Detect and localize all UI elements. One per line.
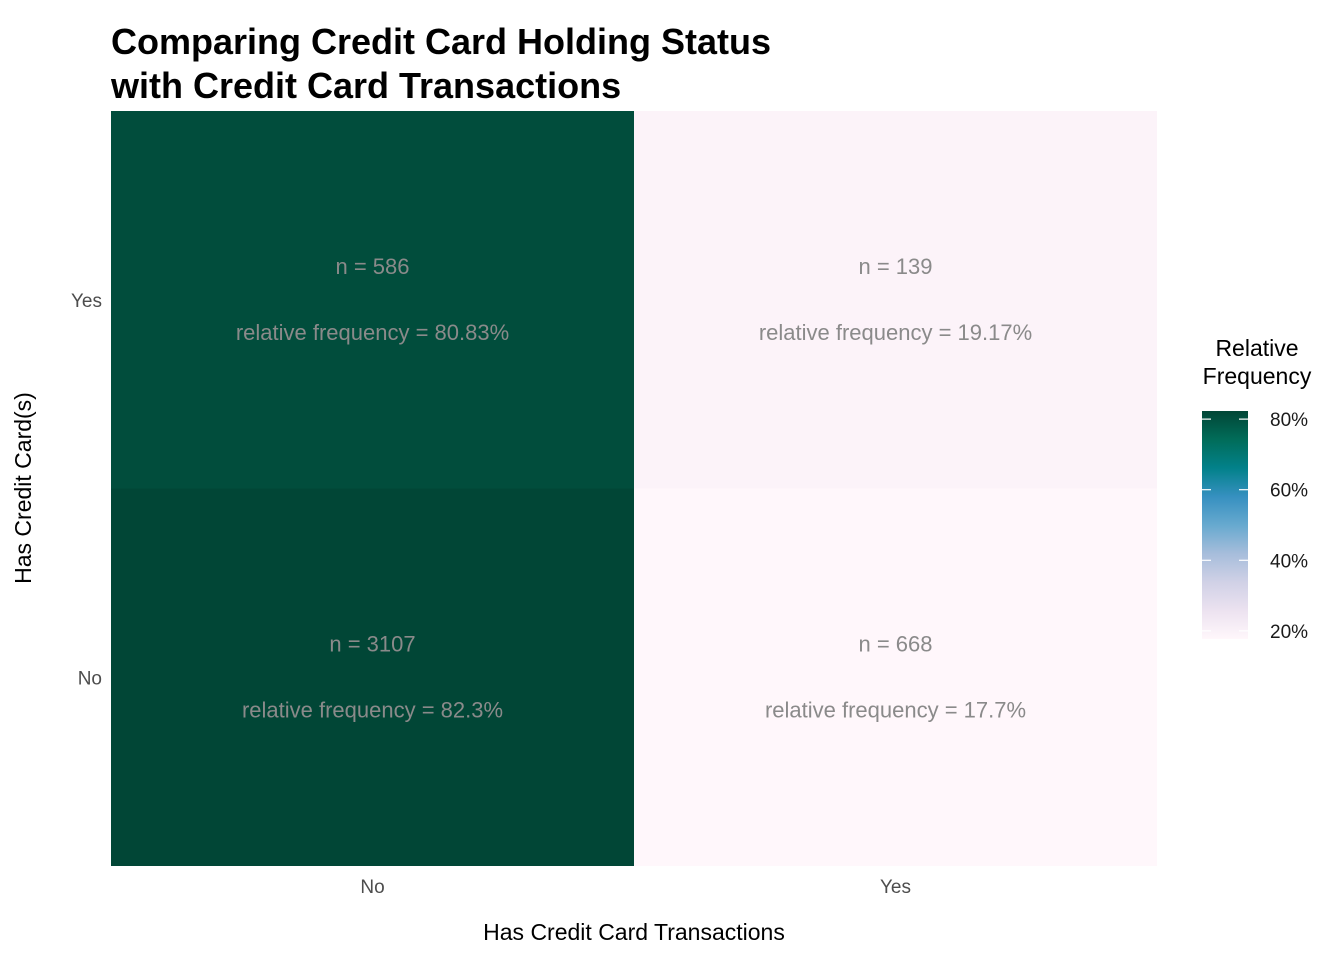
heatmap-cell-yes-no (634, 488, 1157, 866)
heatmap-cell-no-yes (111, 111, 634, 489)
legend-title-line-1: Relative (1215, 335, 1298, 361)
x-axis-label: Has Credit Card Transactions (483, 919, 785, 945)
legend-tick-label: 80% (1270, 410, 1308, 431)
y-axis-ticks: No Yes (71, 291, 102, 690)
heatmap-cell-labels: n = 586 relative frequency = 80.83% n = 13… (236, 254, 1032, 723)
x-tick-label: Yes (880, 877, 911, 898)
legend-tick-label: 40% (1270, 551, 1308, 572)
chart-title-line-2: with Credit Card Transactions (110, 65, 621, 106)
cell-frequency-label: relative frequency = 82.3% (242, 697, 503, 722)
x-tick-label: No (360, 877, 384, 898)
cell-count-label: n = 3107 (329, 631, 415, 656)
cell-frequency-label: relative frequency = 80.83% (236, 320, 509, 345)
legend-title-line-2: Frequency (1203, 363, 1312, 389)
color-legend: Relative Frequency 80% 60% 40% 20% (1202, 335, 1312, 643)
cell-count-label: n = 139 (858, 254, 932, 279)
cell-count-label: n = 586 (335, 254, 409, 279)
x-axis-ticks: No Yes (360, 877, 911, 898)
cell-frequency-label: relative frequency = 19.17% (759, 320, 1032, 345)
legend-tick-label: 20% (1270, 622, 1308, 643)
heatmap-cells (111, 111, 1157, 866)
legend-tick-label: 60% (1270, 481, 1308, 502)
y-tick-label: Yes (71, 291, 102, 312)
legend-ticks: 80% 60% 40% 20% (1202, 410, 1308, 643)
heatmap-cell-yes-yes (634, 111, 1157, 489)
heatmap-cell-no-no (111, 488, 634, 866)
cell-frequency-label: relative frequency = 17.7% (765, 697, 1026, 722)
legend-colorbar (1202, 411, 1248, 639)
y-tick-label: No (78, 668, 102, 689)
chart-title-line-1: Comparing Credit Card Holding Status (111, 21, 771, 62)
cell-count-label: n = 668 (858, 631, 932, 656)
y-axis-label: Has Credit Card(s) (10, 392, 36, 584)
